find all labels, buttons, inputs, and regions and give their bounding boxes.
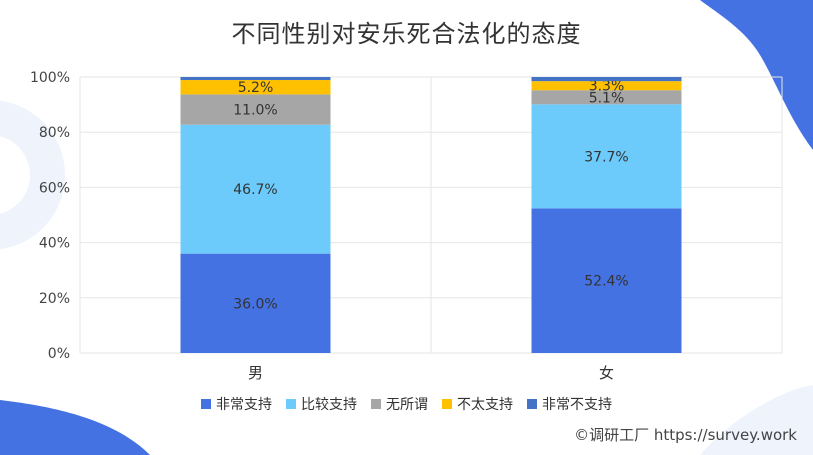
data-label: 36.0%: [233, 296, 277, 312]
legend-swatch: [442, 399, 452, 409]
chart-title: 不同性别对安乐死合法化的态度: [231, 20, 582, 48]
legend-label: 不太支持: [457, 397, 513, 413]
legend-label: 无所谓: [386, 397, 428, 413]
legend-swatch: [527, 399, 537, 409]
bar-segment: [180, 94, 331, 125]
data-label: 11.0%: [233, 103, 277, 119]
y-tick-label: 60%: [39, 180, 70, 196]
legend-swatch: [201, 399, 211, 409]
y-tick-label: 20%: [39, 291, 70, 307]
bar-segment: [531, 104, 682, 209]
legend-swatch: [371, 399, 381, 409]
bar-segment: [180, 80, 331, 95]
data-label: 3.3%: [589, 79, 625, 95]
bar-segment: [180, 77, 331, 81]
legend-item: 非常支持: [201, 394, 272, 414]
bar-segment: [531, 77, 682, 82]
y-tick-label: 40%: [39, 236, 70, 252]
x-tick-label: 男: [248, 364, 263, 382]
data-label: 37.7%: [584, 149, 628, 165]
legend-item: 非常不支持: [527, 394, 612, 414]
legend-item: 无所谓: [371, 394, 428, 414]
x-tick-label: 女: [599, 364, 614, 382]
data-label: 5.2%: [238, 80, 274, 96]
legend-label: 非常支持: [216, 397, 272, 413]
left-ring-outer: [0, 100, 65, 250]
legend-item: 比较支持: [286, 394, 357, 414]
top-right-blob: [700, 0, 813, 150]
chart-legend: 非常支持 比较支持 无所谓 不太支持 非常不支持: [0, 394, 813, 414]
data-label: 5.1%: [589, 90, 625, 106]
watermark: ©调研工厂 https://survey.work: [574, 426, 797, 444]
bar-segment: [180, 124, 331, 254]
y-tick-label: 100%: [30, 70, 70, 86]
legend-item: 不太支持: [442, 394, 513, 414]
data-label: 46.7%: [233, 182, 277, 198]
y-tick-label: 0%: [48, 346, 70, 362]
bottom-right-soft-blob: [700, 385, 813, 455]
bar-segment: [531, 81, 682, 91]
legend-label: 非常不支持: [542, 397, 612, 413]
bottom-left-blob: [0, 400, 150, 455]
bar-segment: [180, 253, 331, 353]
data-label: 52.4%: [584, 274, 628, 290]
legend-swatch: [286, 399, 296, 409]
bar-segment: [531, 208, 682, 353]
bar-segment: [531, 90, 682, 105]
y-tick-label: 80%: [39, 125, 70, 141]
legend-label: 比较支持: [301, 397, 357, 413]
left-ring-inner: [0, 136, 30, 214]
